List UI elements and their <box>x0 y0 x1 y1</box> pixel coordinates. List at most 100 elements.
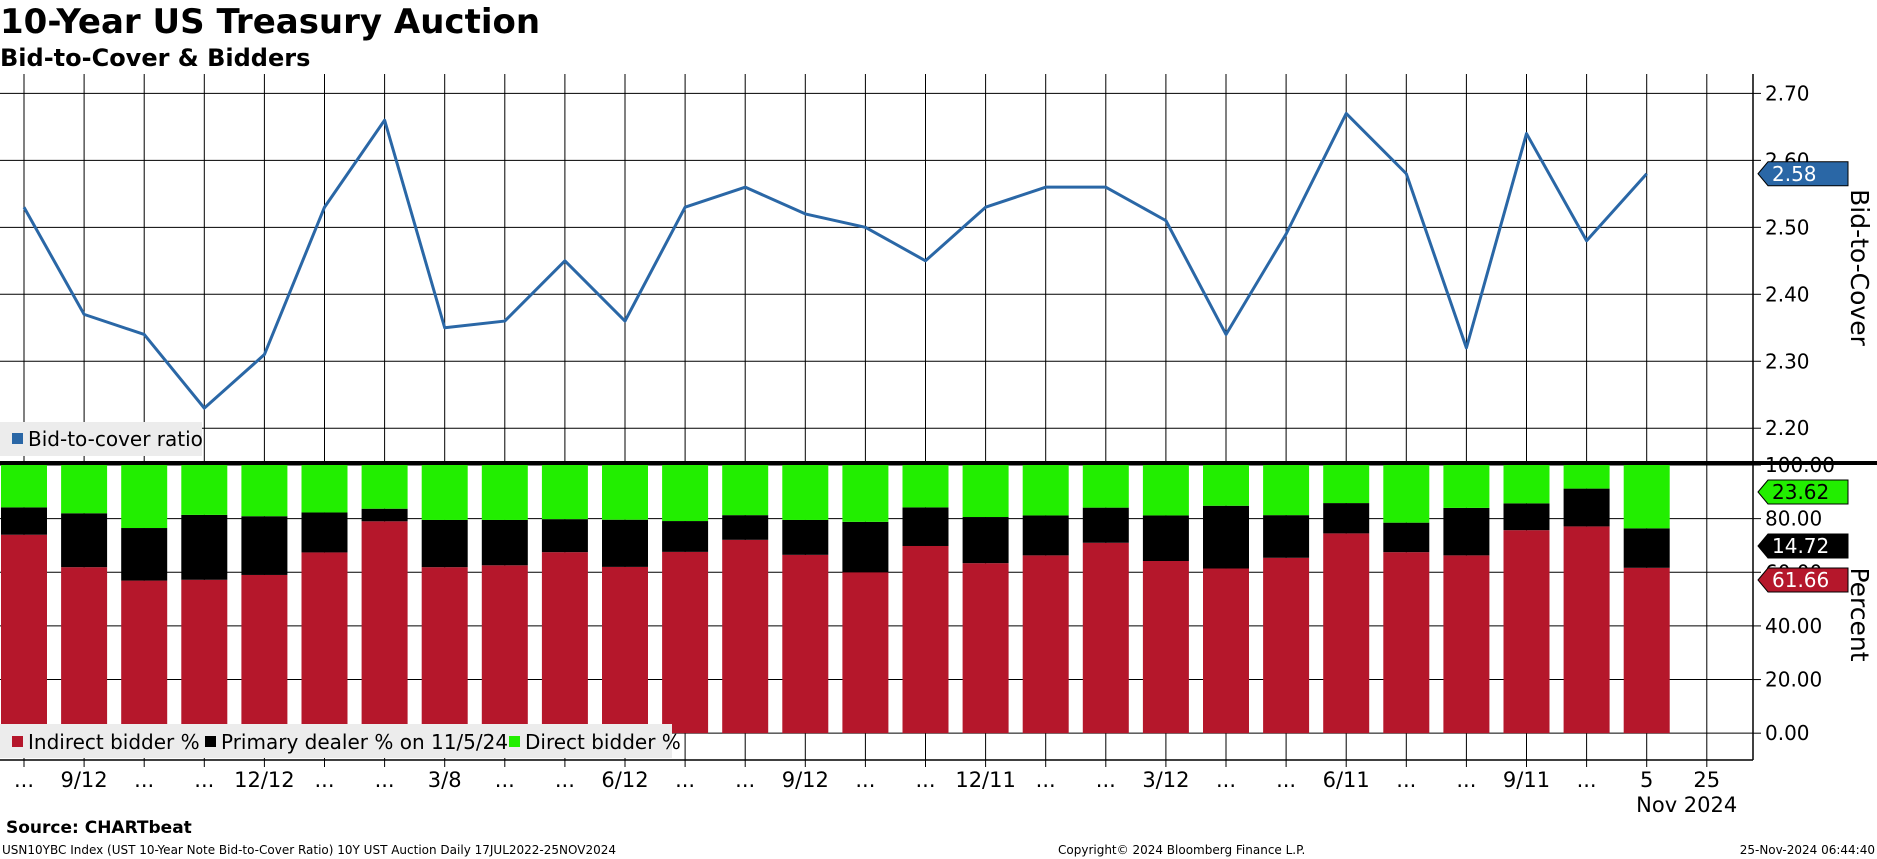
x-tick-label: 12/11 <box>955 768 1016 792</box>
direct-bar-segment <box>481 465 528 520</box>
indirect-bar-segment <box>481 565 528 734</box>
indirect-bar-segment <box>1323 533 1370 734</box>
indirect-bar-segment <box>902 545 949 734</box>
indirect-bar-segment <box>1022 555 1069 734</box>
direct-bar-segment <box>962 465 1009 518</box>
x-tick-label: ... <box>194 768 214 792</box>
primary-dealer-bar-segment <box>1263 515 1310 558</box>
x-tick-label: 12/12 <box>234 768 295 792</box>
badge-indirect-text: 61.66 <box>1772 568 1829 592</box>
x-tick-label: 9/11 <box>1503 768 1550 792</box>
indirect-bar-segment <box>121 580 168 734</box>
indirect-bar-segment <box>361 521 408 734</box>
legend-swatch-indirect <box>12 736 23 747</box>
bottom-legend-box <box>0 724 672 758</box>
direct-bar-segment <box>602 465 648 520</box>
badge-primary: 14.72 <box>1757 533 1849 559</box>
axes <box>0 74 1877 767</box>
direct-bar-segment <box>1563 465 1610 489</box>
primary-dealer-bar-segment <box>842 521 889 573</box>
x-year-label: Nov 2024 <box>1636 793 1737 817</box>
indirect-bar-segment <box>61 567 108 734</box>
x-tick-label: 9/12 <box>61 768 108 792</box>
direct-bar-segment <box>1623 465 1670 529</box>
primary-dealer-bar-segment <box>1 507 47 535</box>
x-tick-label: ... <box>1216 768 1236 792</box>
badge-indirect: 61.66 <box>1757 567 1849 593</box>
primary-dealer-bar-segment <box>902 507 949 546</box>
indirect-bar-segment <box>1503 530 1550 734</box>
x-tick-label: 6/11 <box>1323 768 1370 792</box>
x-tick-label: ... <box>314 768 334 792</box>
y-axis-title-top: Bid-to-Cover <box>1845 189 1874 346</box>
primary-dealer-bar-segment <box>1142 515 1189 562</box>
y-tick-label: 80.00 <box>1765 507 1822 531</box>
primary-dealer-bar-segment <box>181 514 228 580</box>
primary-dealer-bar-segment <box>782 519 829 555</box>
primary-dealer-bar-segment <box>1503 503 1550 531</box>
legend-label-primary-dealer: Primary dealer % on 11/5/24 <box>221 730 508 754</box>
footer-copyright: Copyright© 2024 Bloomberg Finance L.P. <box>1058 843 1306 857</box>
x-tick-label: ... <box>1456 768 1476 792</box>
primary-dealer-bar-segment <box>1443 507 1490 556</box>
direct-bar-segment <box>181 465 228 515</box>
x-tick-label: 9/12 <box>782 768 829 792</box>
footer-timestamp: 25-Nov-2024 06:44:40 <box>1739 843 1875 857</box>
indirect-bar-segment <box>1263 557 1310 734</box>
x-tick-label: ... <box>1396 768 1416 792</box>
badge-direct: 23.62 <box>1757 479 1849 505</box>
x-tick-label: ... <box>134 768 154 792</box>
direct-bar-segment <box>121 465 168 529</box>
badge-direct-text: 23.62 <box>1772 480 1829 504</box>
direct-bar-segment <box>1443 465 1490 508</box>
tick-labels: 2.202.302.402.502.602.700.0020.0040.0060… <box>14 81 1874 817</box>
indirect-bar-segment <box>1383 552 1430 734</box>
y-tick-label: 2.70 <box>1765 81 1810 105</box>
indirect-bar-segment <box>301 552 348 734</box>
direct-bar-segment <box>1503 465 1550 504</box>
primary-dealer-bar-segment <box>301 512 348 553</box>
legend-label-bid-to-cover: Bid-to-cover ratio <box>28 427 203 451</box>
direct-bar-segment <box>1082 465 1129 508</box>
direct-bar-segment <box>301 465 348 513</box>
direct-bar-segment <box>1383 465 1430 523</box>
primary-dealer-bar-segment <box>1022 515 1069 556</box>
x-tick-label: ... <box>675 768 695 792</box>
y-tick-label: 2.50 <box>1765 215 1810 239</box>
primary-dealer-bar-segment <box>481 519 528 566</box>
x-tick-label: 3/12 <box>1142 768 1189 792</box>
direct-bar-segment <box>1022 465 1069 516</box>
indirect-bar-segment <box>1203 568 1249 734</box>
x-tick-label: ... <box>495 768 515 792</box>
direct-bar-segment <box>1323 465 1370 504</box>
direct-bar-segment <box>1 465 47 508</box>
bid-to-cover-line-layer <box>22 111 1648 410</box>
indirect-bar-segment <box>241 574 288 734</box>
primary-dealer-bar-segment <box>421 519 468 568</box>
primary-dealer-bar-segment <box>1563 488 1610 527</box>
primary-dealer-bar-segment <box>1203 505 1249 569</box>
stacked-bars <box>1 465 1670 734</box>
direct-bar-segment <box>1263 465 1310 516</box>
direct-bar-segment <box>61 465 108 514</box>
x-tick-label: ... <box>855 768 875 792</box>
indirect-bar-segment <box>722 539 769 734</box>
primary-dealer-bar-segment <box>361 508 408 522</box>
x-tick-label: ... <box>1577 768 1597 792</box>
x-tick-label: 5 <box>1640 768 1653 792</box>
y-tick-label: 2.20 <box>1765 416 1810 440</box>
indirect-bar-segment <box>1623 567 1670 734</box>
primary-dealer-bar-segment <box>602 519 648 567</box>
x-tick-label: ... <box>1096 768 1116 792</box>
badge-bid-to-cover-shape <box>1757 161 1849 187</box>
x-tick-label: ... <box>735 768 755 792</box>
direct-bar-segment <box>421 465 468 520</box>
y-tick-label: 2.30 <box>1765 349 1810 373</box>
badge-bid-to-cover: 2.58 <box>1757 161 1849 187</box>
x-tick-label: 3/8 <box>428 768 462 792</box>
x-tick-label: 25 <box>1693 768 1720 792</box>
direct-bar-segment <box>662 465 709 522</box>
badge-primary-shape <box>1757 533 1849 559</box>
direct-bar-segment <box>1203 465 1249 506</box>
